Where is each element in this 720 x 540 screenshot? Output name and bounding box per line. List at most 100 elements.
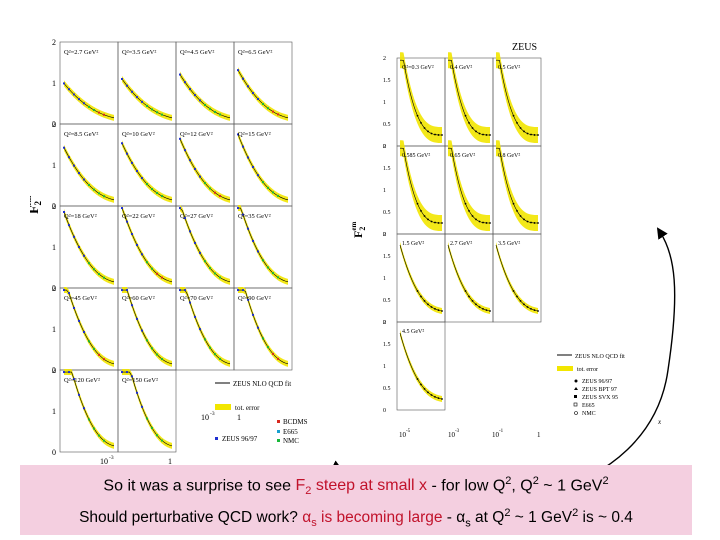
left-x-tick: 1 [168, 457, 172, 466]
data-point [179, 73, 181, 76]
left-y-tick: 2 [52, 284, 56, 293]
data-point [437, 222, 440, 224]
data-point [242, 145, 244, 148]
data-point [151, 347, 153, 350]
data-point [78, 393, 80, 396]
left-panel: Q²=18 GeV² [59, 205, 119, 289]
data-point [184, 149, 186, 152]
data-point [93, 108, 95, 111]
data-point [519, 127, 522, 129]
data-point [475, 218, 477, 221]
data-point [437, 397, 440, 400]
qcd-fit-line [179, 138, 231, 201]
data-point [131, 375, 133, 378]
data-point [267, 107, 269, 110]
left-panel: Q²=90 GeV² [233, 287, 293, 371]
data-point [126, 84, 128, 87]
data-point [161, 358, 163, 361]
data-point [141, 100, 143, 103]
data-point [68, 156, 70, 159]
data-point [151, 188, 153, 191]
data-point [441, 222, 443, 224]
right-legend-svx: ZEUS SVX 95 [582, 395, 618, 401]
data-point [121, 289, 123, 292]
data-point [204, 260, 206, 263]
left-legend-e665: E665 [283, 428, 298, 436]
left-y-tick: 1 [52, 407, 56, 416]
data-point [199, 99, 201, 102]
data-point [126, 289, 128, 292]
data-point [523, 130, 525, 133]
data-point [533, 309, 536, 312]
data-point [146, 339, 148, 342]
data-point [537, 222, 539, 224]
data-point [156, 353, 158, 356]
data-point [427, 303, 429, 306]
data-point [161, 276, 163, 279]
error-band [400, 52, 442, 144]
data-point [219, 194, 221, 197]
left-legend-bcdms: BCDMS [283, 418, 308, 426]
left-panel: Q²=10 GeV² [117, 123, 177, 207]
qcd-fit-line [63, 147, 115, 201]
data-point [512, 202, 515, 205]
left-x-tick: 10 [100, 457, 108, 466]
right-panel-grid: Q²=0.3 GeV² 0 0.5 1 1.5 2 0.4 GeV² 0.5 GeV² 0.58… [383, 52, 542, 414]
data-point [63, 371, 65, 374]
right-panel: 0.585 GeV² [396, 140, 446, 235]
data-point [88, 105, 90, 108]
right-legend-bpt: ZEUS BPT 97 [582, 387, 617, 393]
data-point [73, 93, 75, 96]
data-point [83, 254, 85, 257]
data-point [156, 434, 158, 437]
left-x-exp: -3 [210, 411, 215, 417]
data-point [179, 137, 181, 140]
right-y-tick: 2 [383, 56, 386, 62]
left-panel-label: Q²=22 GeV² [122, 213, 155, 220]
left-panel: Q²=150 GeV² [117, 369, 177, 453]
left-panel-label: Q²=15 GeV² [238, 131, 271, 138]
right-x-axis-label: x [657, 418, 662, 426]
data-point [464, 202, 467, 205]
error-band [448, 140, 490, 231]
data-point [219, 276, 221, 279]
error-band [180, 135, 230, 203]
data-point [420, 295, 422, 298]
left-panel: Q²=27 GeV² [175, 205, 235, 289]
data-point [478, 220, 481, 223]
data-point [489, 310, 491, 312]
data-point [63, 146, 65, 149]
data-point [146, 261, 148, 264]
left-x-tick: 10 [201, 413, 209, 422]
error-band [180, 287, 230, 367]
data-point [209, 267, 211, 270]
data-point [237, 133, 239, 136]
left-panel-label: Q²=45 GeV² [64, 295, 97, 302]
data-point [423, 215, 426, 217]
data-point [204, 338, 206, 341]
data-point [121, 371, 123, 374]
data-point [78, 172, 80, 175]
data-point [427, 391, 429, 394]
left-y-tick: 0 [52, 448, 56, 457]
left-panel-label: Q²=6.5 GeV² [238, 49, 272, 56]
qcd-fit-line [121, 143, 173, 201]
data-point [277, 276, 279, 279]
right-panel: 0.8 GeV² [492, 140, 542, 235]
data-point [512, 114, 515, 117]
data-point [530, 133, 532, 136]
data-point [262, 181, 264, 184]
left-y-tick: 2 [52, 38, 56, 47]
error-band [496, 242, 538, 314]
data-point [88, 340, 90, 343]
svg-text:F2em: F2em [352, 222, 367, 238]
right-y-tick: 1 [383, 100, 386, 106]
data-point [441, 398, 443, 400]
data-point [88, 262, 90, 265]
data-point [194, 315, 196, 318]
data-point [151, 426, 153, 429]
data-point [136, 243, 138, 246]
data-point [63, 82, 65, 85]
right-panel-label: 0.8 GeV² [498, 153, 520, 159]
qcd-fit-line [237, 69, 289, 119]
